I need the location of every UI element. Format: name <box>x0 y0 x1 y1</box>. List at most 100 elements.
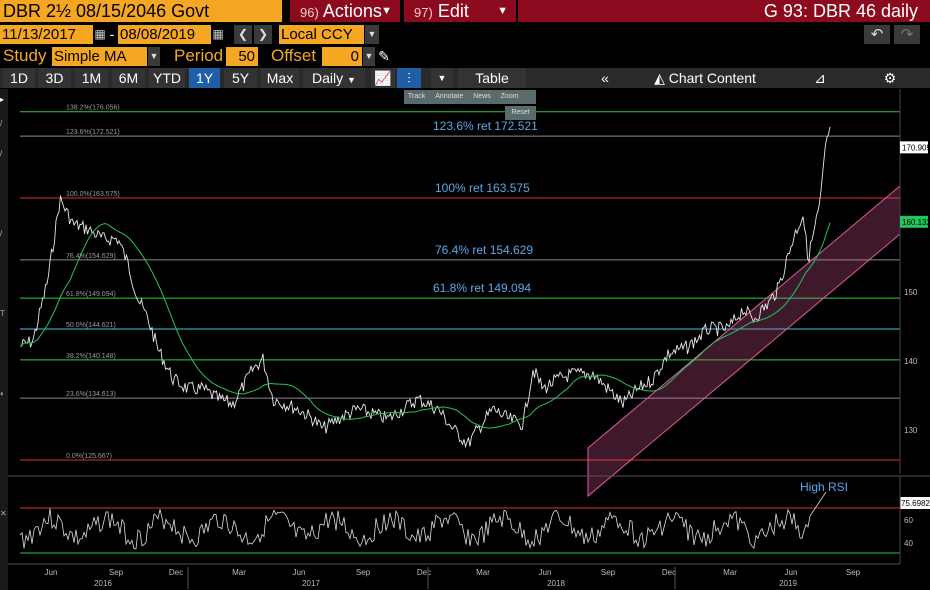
table-button[interactable]: Table <box>458 68 526 88</box>
chevron-down-icon[interactable]: ▼ <box>148 47 160 66</box>
chevron-down-icon: ▼ <box>381 5 392 17</box>
edit-menu-label: Edit <box>437 1 469 21</box>
month-tick-label: Jun <box>293 568 306 577</box>
rsi-tick-label: 40 <box>904 539 913 548</box>
range-dash: - <box>109 26 115 42</box>
period-button-5y[interactable]: 5Y <box>224 68 257 88</box>
month-tick-label: Dec <box>662 568 676 577</box>
start-date-input[interactable]: 11/13/2017 <box>0 25 93 44</box>
fibonacci-levels: 138.2%(176.056) 123.6%(172.521) 100.0%(163… <box>20 105 900 461</box>
frequency-select[interactable]: Daily ▼ <box>303 68 365 88</box>
fib-callout: 76.4% ret 154.629 <box>435 243 533 257</box>
security-field[interactable]: DBR 2½ 08/15/2046 Govt <box>0 0 282 22</box>
month-tick-label: Dec <box>169 568 183 577</box>
fib-level-tag: 138.2%(176.056) <box>66 105 120 112</box>
year-tick-label: 2019 <box>779 579 797 588</box>
period-button-ytd[interactable]: YTD <box>149 68 185 88</box>
fib-level-tag: 61.8%(149.094) <box>66 291 116 298</box>
fib-level-tag: 38.2%(140.148) <box>66 353 116 360</box>
rsi-last-tag <box>900 497 930 509</box>
zoom-button[interactable]: Zoom <box>500 93 519 100</box>
news-button[interactable]: News <box>473 93 491 100</box>
month-tick-label: Jun <box>785 568 798 577</box>
chevron-down-icon[interactable]: ▼ <box>365 25 379 44</box>
month-tick-label: Jun <box>539 568 552 577</box>
month-tick-label: Sep <box>356 568 371 577</box>
period-button-1m[interactable]: 1M <box>75 68 108 88</box>
fib-level-tag: 50.0%(144.621) <box>66 322 116 329</box>
undo-icon[interactable]: ↶ <box>864 25 890 44</box>
window-title: G 93: DBR 46 daily <box>518 0 930 22</box>
text-tool-icon[interactable]: T <box>0 309 5 318</box>
rsi-tick-label: 60 <box>904 516 913 525</box>
line-chart-icon[interactable]: 📈 <box>371 68 395 88</box>
period-button-max[interactable]: Max <box>261 68 299 88</box>
moving-average-line <box>19 222 831 429</box>
period-button-6m[interactable]: 6M <box>112 68 145 88</box>
period-button-1y[interactable]: 1Y <box>189 68 220 88</box>
chevron-down-icon[interactable]: ▼ <box>431 68 453 88</box>
pencil-icon[interactable]: ✎ <box>378 48 390 64</box>
line-tool-icon[interactable]: / <box>0 119 3 128</box>
cursor-icon[interactable]: ▸ <box>0 95 5 104</box>
year-tick-label: 2017 <box>302 579 320 588</box>
time-axis: Jun Sep Dec Mar Jun Sep Dec Mar Jun Sep Dec Mar Jun S… <box>8 563 900 589</box>
moving-average-series <box>19 222 831 429</box>
chart-content-button[interactable]: ◭ Chart Content <box>640 68 770 88</box>
edit-menu[interactable]: 97) Edit ▼ <box>404 0 516 22</box>
calendar-icon[interactable]: ▦ <box>212 27 224 41</box>
ma-value-label: 160.132 <box>902 218 930 227</box>
redo-icon[interactable]: ↷ <box>894 25 920 44</box>
fib-level-tag: 76.4%(154.629) <box>66 253 116 260</box>
style-tool-icon[interactable]: ◐ <box>0 389 5 398</box>
rsi-panel: High RSI 75.6982 60 40 <box>8 475 930 564</box>
bar-chart-icon[interactable]: ⫶ <box>397 68 421 88</box>
prev-range-button[interactable]: ❮ <box>234 25 252 44</box>
actions-menu[interactable]: 96) Actions ▼ <box>290 0 400 22</box>
chart-overlay-toolbar: Track Annotate News Zoom <box>404 90 536 104</box>
track-button[interactable]: Track <box>408 93 426 100</box>
next-range-button[interactable]: ❯ <box>254 25 272 44</box>
month-tick-label: Mar <box>476 568 490 577</box>
collapse-icon[interactable]: « <box>590 68 620 88</box>
month-tick-label: Mar <box>723 568 737 577</box>
gear-icon[interactable]: ⚙ <box>878 68 902 88</box>
end-date-input[interactable]: 08/08/2019 <box>118 25 211 44</box>
period-button-1d[interactable]: 1D <box>3 68 35 88</box>
calendar-icon[interactable]: ▦ <box>94 27 106 41</box>
reset-button[interactable]: Reset <box>505 106 536 120</box>
price-chart[interactable]: 138.2%(176.056) 123.6%(172.521) 100.0%(163… <box>8 89 930 589</box>
rsi-line <box>19 491 827 550</box>
fib-callout: 61.8% ret 149.094 <box>433 281 531 295</box>
fib-level-tag: 100.0%(163.575) <box>66 191 120 198</box>
price-line <box>19 126 831 449</box>
trend-tool-icon[interactable]: / <box>0 149 3 158</box>
period-input[interactable]: 50 <box>226 47 258 66</box>
channel-tool-icon[interactable]: / <box>0 229 3 238</box>
fib-level-tag: 0.0%(125.667) <box>66 453 112 460</box>
price-tick-label: 140 <box>904 357 918 366</box>
chevron-down-icon: ▼ <box>347 75 356 85</box>
offset-input[interactable]: 0 <box>322 47 362 66</box>
actions-menu-number: 96) <box>300 5 319 20</box>
delete-tool-icon[interactable]: ✕ <box>0 509 7 518</box>
currency-select[interactable]: Local CCY <box>279 25 364 44</box>
last-price-tag <box>900 141 928 154</box>
drawing-tools-sidebar: ▸ / / / T ◐ ✕ <box>0 89 8 590</box>
rsi-last-label: 75.6982 <box>901 499 930 508</box>
study-select[interactable]: Simple MA <box>52 47 147 66</box>
month-tick-label: Jun <box>45 568 58 577</box>
edit-menu-number: 97) <box>414 5 433 20</box>
fib-callout: 100% ret 163.575 <box>435 181 530 195</box>
period-button-3d[interactable]: 3D <box>38 68 71 88</box>
frequency-label: Daily <box>312 70 344 86</box>
actions-menu-label: Actions <box>322 1 382 21</box>
chevron-down-icon[interactable]: ▼ <box>363 47 375 66</box>
edit-chart-icon[interactable]: ⊿ <box>808 68 832 88</box>
annotate-button[interactable]: Annotate <box>435 93 464 100</box>
chevron-down-icon: ▼ <box>497 5 508 17</box>
price-series <box>19 126 831 449</box>
price-axis: 130 140 150 170.905 160.132 <box>899 89 930 474</box>
year-tick-label: 2018 <box>547 579 565 588</box>
month-tick-label: Sep <box>601 568 616 577</box>
